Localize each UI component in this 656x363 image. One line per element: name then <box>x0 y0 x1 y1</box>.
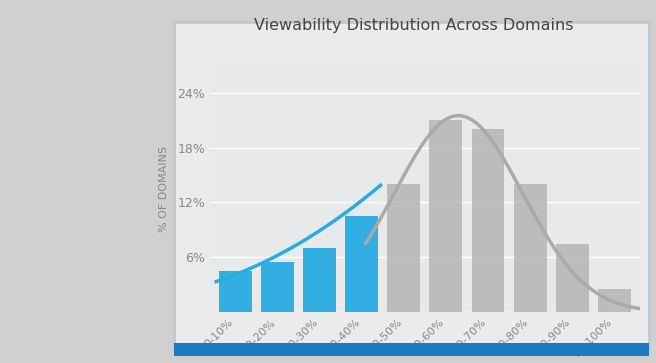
Bar <box>387 184 420 312</box>
Text: Viewability Distribution Across Domains: Viewability Distribution Across Domains <box>253 18 573 33</box>
Bar <box>556 244 588 312</box>
Bar <box>430 120 462 312</box>
Bar <box>472 129 504 312</box>
Bar <box>303 248 336 312</box>
Bar <box>345 216 378 312</box>
Bar <box>598 289 631 312</box>
Bar <box>218 271 252 312</box>
Y-axis label: % OF DOMAINS: % OF DOMAINS <box>159 146 169 232</box>
Bar <box>261 262 294 312</box>
Bar <box>514 184 546 312</box>
